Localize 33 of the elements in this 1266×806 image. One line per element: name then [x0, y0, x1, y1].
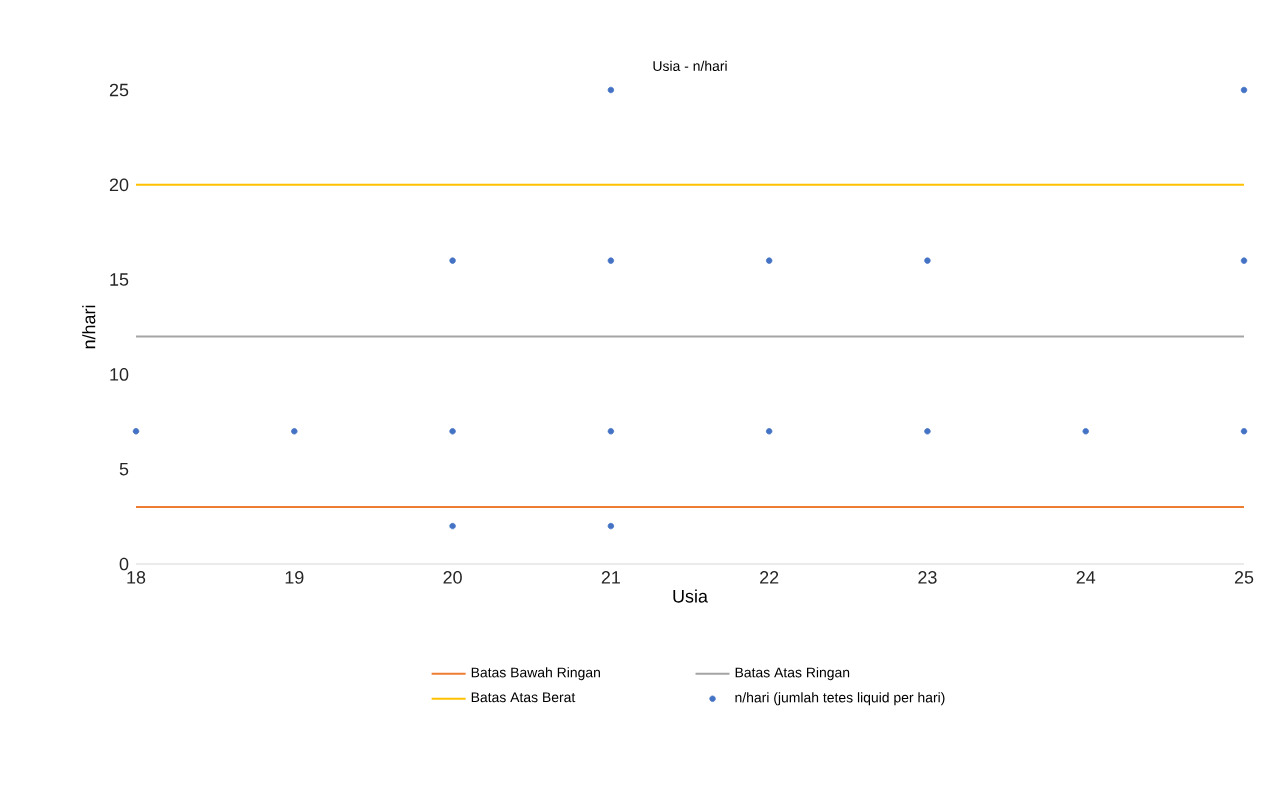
- y-tick-label: 25: [109, 83, 129, 97]
- x-tick-label: 19: [285, 571, 304, 584]
- x-tick-label: 24: [1076, 571, 1096, 584]
- point: [607, 86, 615, 94]
- point: [1240, 257, 1248, 264]
- point: [607, 428, 615, 435]
- y-axis-title: n/hari: [82, 305, 96, 349]
- y-tick-label: 20: [109, 178, 129, 192]
- point: [449, 257, 456, 264]
- y-tick-label: 10: [110, 368, 129, 381]
- point: [449, 428, 456, 435]
- x-tick-label: 21: [601, 571, 620, 584]
- x-tick-label: 23: [918, 571, 937, 584]
- x-tick-label: 25: [1234, 571, 1254, 584]
- x-tick-label: 18: [127, 571, 146, 584]
- point: [607, 257, 615, 264]
- point: [291, 428, 298, 435]
- point: [1240, 86, 1248, 94]
- point: [607, 522, 615, 530]
- y-tick-label: 5: [119, 462, 129, 476]
- point: [1082, 428, 1089, 435]
- point: [449, 522, 456, 530]
- x-tick-label: 22: [760, 571, 779, 584]
- point: [1240, 428, 1248, 435]
- y-tick-label: 15: [110, 273, 129, 286]
- point: [765, 428, 773, 435]
- point: [924, 428, 931, 435]
- point: [132, 428, 140, 435]
- point: [924, 257, 931, 264]
- x-tick-label: 20: [443, 571, 462, 584]
- x-axis-title: Usia: [673, 589, 708, 603]
- point: [765, 257, 773, 264]
- y-tick-label: 0: [119, 557, 129, 571]
